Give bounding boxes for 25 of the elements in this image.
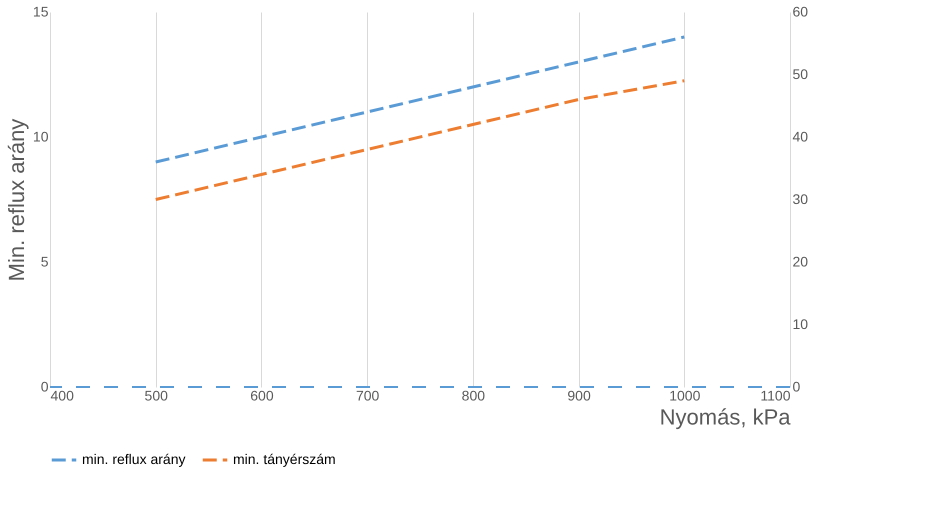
x-tick-label: 900 (567, 388, 591, 404)
y-tick-label: 15 (32, 4, 49, 20)
y2-tick-label: 30 (792, 191, 808, 207)
y2-tick-label: 40 (792, 128, 808, 144)
legend-label: min. tányérszám (233, 451, 336, 467)
x-axis-title: Nyomás, kPa (660, 404, 792, 430)
y-tick-label: 5 (40, 254, 49, 270)
y2-tick-label: 60 (792, 4, 808, 20)
y-tick-label: 0 (40, 378, 49, 394)
y-axis-title: Min. reflux arány (4, 118, 29, 282)
x-tick-label: 1000 (669, 388, 701, 404)
x-tick-label: 800 (462, 388, 486, 404)
y2-tick-label: 20 (792, 254, 808, 270)
x-tick-label: 600 (250, 388, 274, 404)
x-tick-label: 700 (356, 388, 380, 404)
y-tick-label: 10 (32, 128, 49, 144)
x-tick-label: 1100 (760, 388, 791, 404)
legend-label: min. reflux arány (82, 451, 186, 467)
line-series (154, 79, 686, 201)
y2-tick-label: 50 (792, 66, 808, 82)
y2-tick-label: 10 (792, 316, 808, 332)
y2-tick-label: 0 (792, 378, 800, 394)
x-tick-label: 500 (144, 388, 168, 404)
x-tick-label: 400 (50, 388, 74, 404)
line-series (154, 36, 686, 164)
